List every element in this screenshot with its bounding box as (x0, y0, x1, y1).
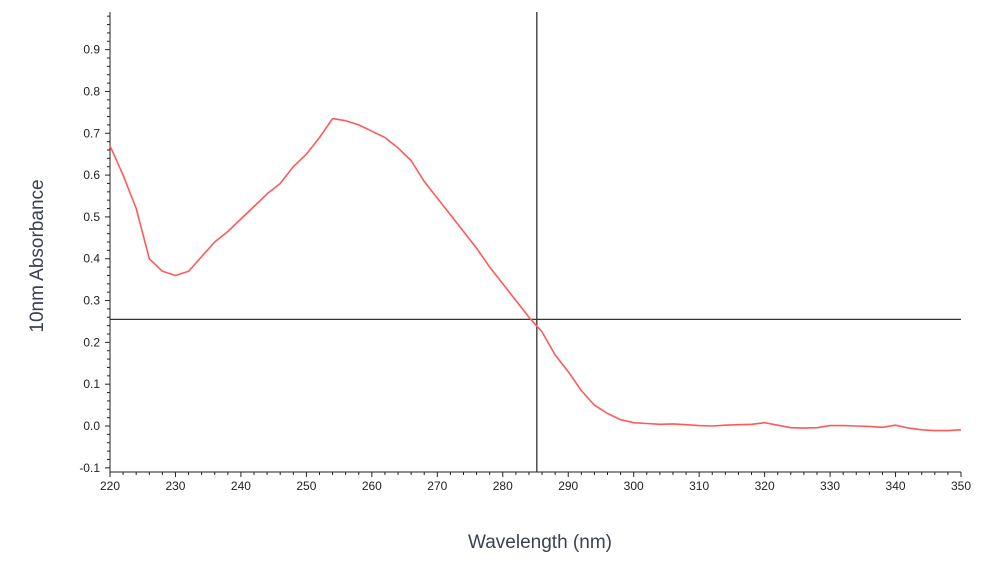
y-axis-title: 10nm Absorbance (27, 179, 48, 332)
x-tick-label: 230 (165, 479, 185, 493)
y-tick-label: 0.4 (83, 252, 100, 266)
y-tick-label: -0.1 (79, 461, 100, 475)
y-tick-label: 0.1 (83, 377, 100, 391)
x-tick-label: 310 (689, 479, 709, 493)
x-tick-label: 340 (886, 479, 906, 493)
y-tick-label: 0.5 (83, 210, 100, 224)
y-tick-label: 0.6 (83, 168, 100, 182)
y-tick-label: 0.3 (83, 294, 100, 308)
series-line-absorbance (109, 117, 962, 432)
x-tick-label: 250 (296, 479, 316, 493)
y-tick-label: 0.2 (83, 335, 100, 349)
y-tick-label: 0.9 (83, 43, 100, 57)
x-tick-label: 290 (558, 479, 578, 493)
x-tick-label: 270 (427, 479, 447, 493)
y-tick-label: 0.0 (83, 419, 100, 433)
x-axis-title: Wavelength (nm) (468, 532, 612, 553)
x-tick-label: 350 (951, 479, 971, 493)
x-tick-label: 280 (493, 479, 513, 493)
y-tick-label: 0.8 (83, 84, 100, 98)
plot-area: 220 230 240 250 260 270 280 290 300 310 320 330 340 3… (79, 12, 971, 493)
x-tick-label: 240 (231, 479, 251, 493)
x-tick-label: 260 (362, 479, 382, 493)
x-tick-label: 220 (100, 479, 120, 493)
x-tick-label: 330 (820, 479, 840, 493)
x-tick-label: 300 (624, 479, 644, 493)
y-tick-label: 0.7 (83, 126, 100, 140)
x-tick-label: 320 (755, 479, 775, 493)
